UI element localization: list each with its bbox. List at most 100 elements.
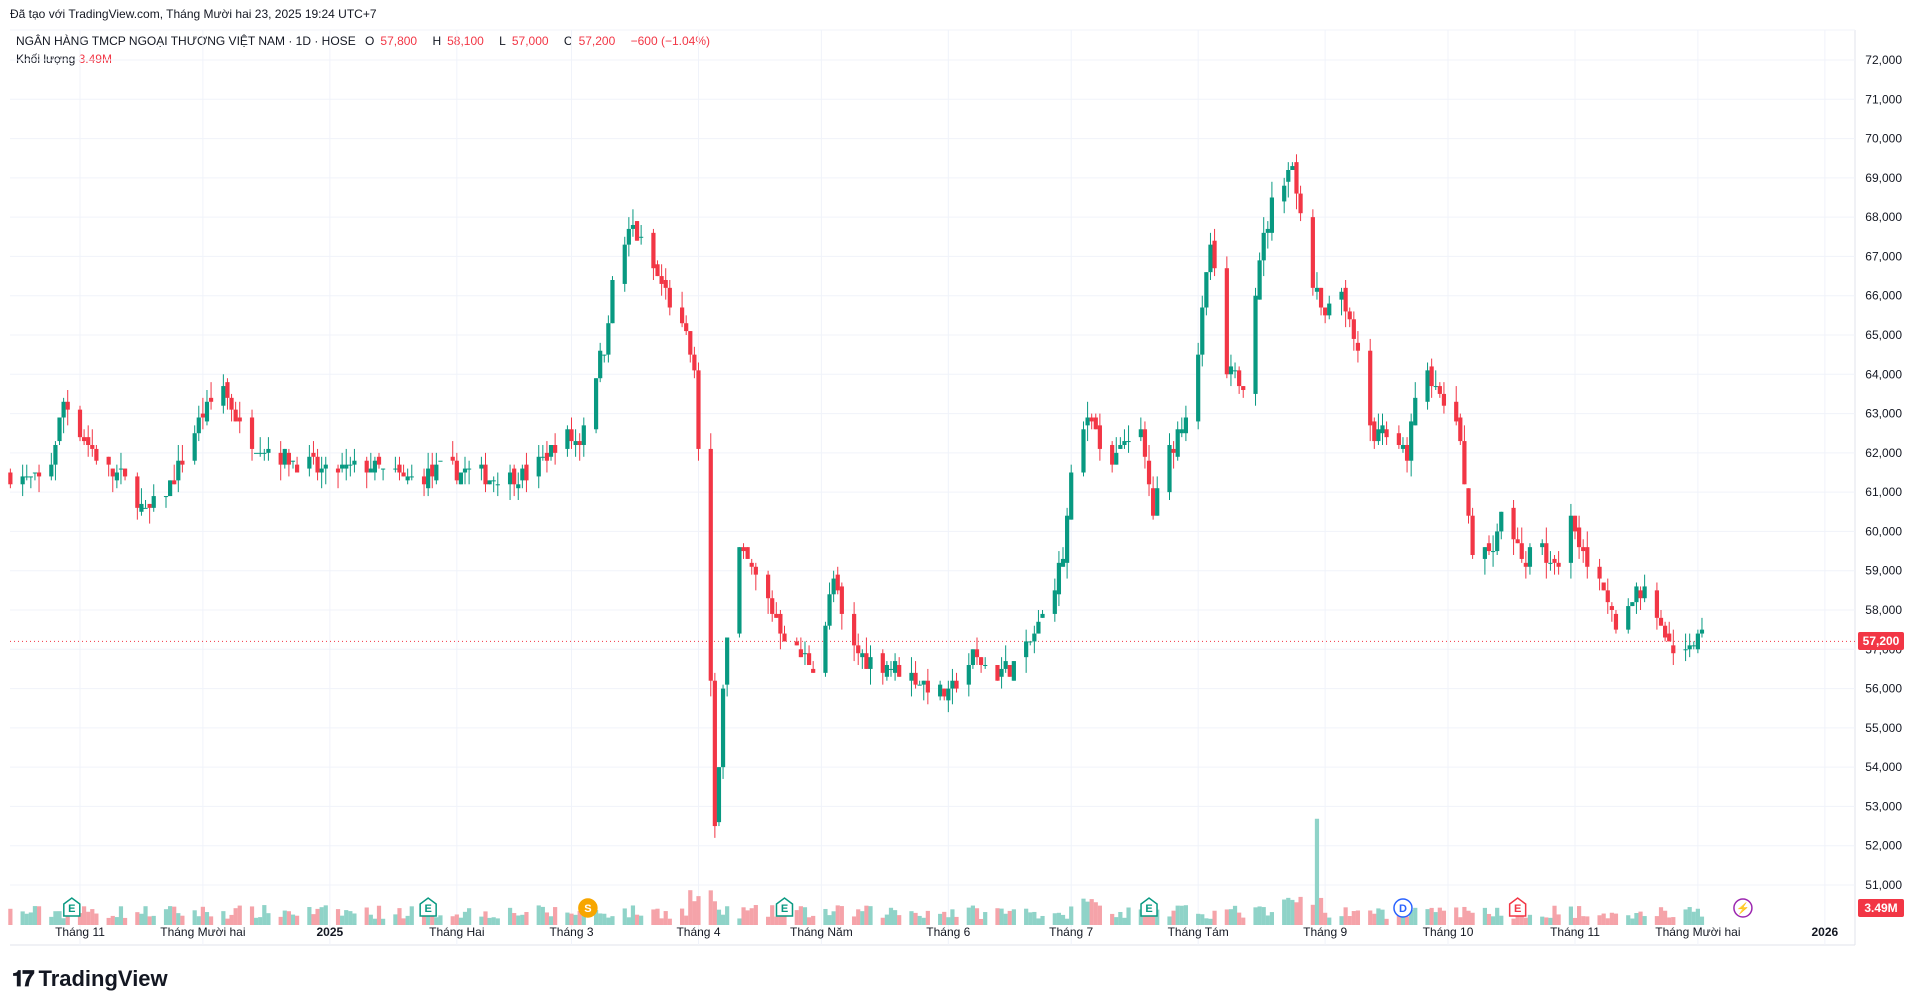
volume-bar [1282,899,1287,925]
candle-body [659,276,664,284]
volume-bar [380,918,386,925]
volume-bar [282,910,287,925]
volume-bars [8,818,1705,925]
event-marker: E [419,897,437,917]
volume-bar [1114,917,1119,925]
candle-body [397,464,402,473]
volume-bar [1171,910,1176,925]
volume-bar [983,912,988,925]
volume-bar [917,915,922,925]
price-tick-label: 66,000 [1865,289,1902,303]
candle-body [340,464,345,469]
candle-body [1548,562,1553,564]
candle-body [512,468,517,485]
volume-bar [1286,897,1291,925]
candle-body [766,574,771,599]
event-marker-letter: E [1514,903,1521,915]
volume-bar [659,918,664,925]
volume-bar [344,910,349,925]
candle-body [237,417,242,422]
tradingview-logo[interactable]: 𝟏𝟕 TradingView [12,966,168,992]
volume-bar [1056,912,1062,925]
candle-body [1499,511,1504,532]
symbol-title[interactable]: NGÂN HÀNG TMCP NGOẠI THƯƠNG VIỆT NAM · 1… [16,34,356,48]
volume-bar [1085,901,1090,925]
volume-bar [208,916,214,925]
candle-body [1114,452,1119,465]
time-tick-label: Tháng 6 [926,925,970,939]
candle-body [1179,429,1184,434]
last-price-tag: 57,200 [1858,632,1904,651]
volume-bar [1241,917,1246,925]
volume-bar [573,914,578,925]
candle-body [1376,429,1381,442]
volume-bar [258,917,263,925]
event-marker-letter: D [1399,903,1407,915]
volume-label[interactable]: Khối lượng [16,52,76,66]
candle-body [294,464,300,473]
price-tick-label: 53,000 [1865,799,1902,813]
candle-body [1695,633,1700,650]
volume-bar [806,917,812,925]
price-tick-label: 65,000 [1865,328,1902,342]
volume-bar [1425,909,1430,925]
candle-body [1654,590,1660,618]
candle-body [970,649,976,665]
volume-bar [1429,907,1434,925]
candle-body [892,661,898,673]
candle-body [409,476,414,478]
candle-body [639,236,644,238]
volume-bar [1544,917,1549,925]
candle-body [868,657,873,669]
candle-body [1527,547,1533,567]
volume-bar [122,917,128,925]
volume-bar [467,908,472,925]
volume-bar [438,915,443,925]
candle-body [1683,649,1688,651]
volume-bar [835,905,840,925]
candle-body [20,476,25,485]
candle-body [1097,425,1102,449]
candle-body [1155,488,1160,516]
volume-bar [1400,914,1406,925]
volume-bar [139,913,144,925]
candle-body [323,464,328,469]
volume-bar [884,914,889,925]
volume-bar [950,909,955,925]
candle-body [1380,425,1385,434]
volume-bar [221,911,226,925]
volume-bar [94,913,99,925]
volume-bar [540,906,545,925]
candle-body [1118,445,1123,449]
candle-body [978,657,984,665]
volume-bar [1314,818,1320,925]
volume-bar [716,909,722,925]
volume-bar [1146,916,1152,925]
candle-body [622,244,627,284]
candle-body [1663,625,1668,638]
candle-body [1634,586,1639,603]
candle-body [1458,417,1463,442]
volume-bar [1032,911,1037,925]
volume-bar [1413,907,1418,925]
time-tick-label: 2026 [1811,925,1838,939]
candle-body [577,441,582,445]
volume-bar [1007,910,1012,925]
volume-bar [1351,911,1356,925]
candle-body [438,460,443,462]
volume-bar [1490,916,1496,925]
candle-body [249,417,255,449]
candle-body [180,460,185,465]
candle-body [692,354,697,371]
volume-bar [913,912,918,925]
candle-body [450,456,455,461]
volume-bar [1462,906,1467,925]
candle-body [593,378,599,430]
volume-bar [266,913,271,925]
volume-bar [1658,907,1664,925]
candle-body [118,468,124,470]
volume-bar [1126,907,1131,925]
time-tick-label: 2025 [316,925,343,939]
candle-body [1630,602,1635,607]
